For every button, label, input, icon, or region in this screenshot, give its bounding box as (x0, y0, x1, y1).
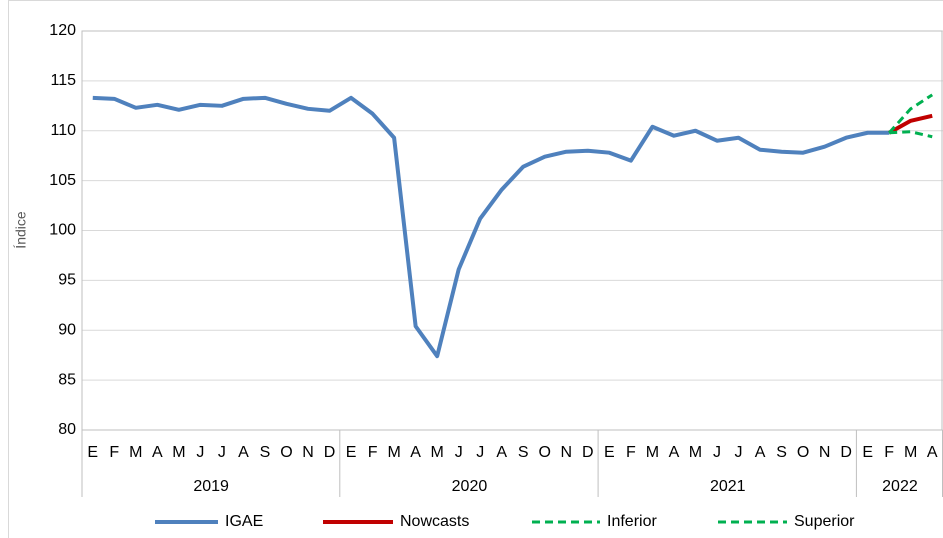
y-tick-label: 80 (58, 421, 76, 438)
x-tick-label: N (561, 444, 573, 461)
x-tick-label: J (476, 444, 484, 461)
x-tick-label: O (797, 444, 809, 461)
x-tick-label: S (260, 444, 271, 461)
x-tick-label: S (776, 444, 787, 461)
plot-border (81, 30, 943, 431)
x-tick-label: D (324, 444, 336, 461)
x-tick-label: A (669, 444, 680, 461)
x-tick-label: A (238, 444, 249, 461)
x-tick-label: J (455, 444, 463, 461)
y-axis-label: Índice (13, 211, 29, 249)
x-tick-label: M (172, 444, 185, 461)
x-tick-label: A (496, 444, 507, 461)
x-tick-label: D (840, 444, 852, 461)
x-tick-label: M (689, 444, 702, 461)
legend-label: Nowcasts (400, 513, 469, 530)
x-tick-label: A (755, 444, 766, 461)
y-tick-label: 85 (58, 371, 76, 388)
x-tick-label: J (735, 444, 743, 461)
group-label: 2022 (882, 478, 918, 495)
x-tick-label: F (626, 444, 636, 461)
x-tick-label: E (604, 444, 615, 461)
legend-label: Inferior (607, 513, 657, 530)
x-tick-label: A (152, 444, 163, 461)
x-tick-label: J (218, 444, 226, 461)
y-tick-label: 105 (49, 172, 76, 189)
x-tick-label: F (109, 444, 119, 461)
x-tick-label: N (302, 444, 314, 461)
x-tick-label: N (819, 444, 831, 461)
x-tick-label: F (368, 444, 378, 461)
y-tick-label: 110 (50, 122, 76, 139)
x-tick-label: J (713, 444, 721, 461)
group-label: 2019 (193, 478, 229, 495)
series-line (888, 113, 933, 135)
x-tick-label: E (346, 444, 357, 461)
x-tick-label: D (582, 444, 594, 461)
x-tick-label: E (862, 444, 873, 461)
series-line (92, 95, 890, 359)
series-line (889, 130, 933, 139)
y-tick-label: 115 (50, 72, 76, 89)
y-tick-label: 120 (49, 22, 76, 39)
x-tick-label: S (518, 444, 529, 461)
chart-frame (8, 0, 943, 538)
x-tick-label: F (884, 444, 894, 461)
y-tick-label: 100 (49, 222, 76, 239)
x-tick-label: A (927, 444, 938, 461)
x-tick-label: A (410, 444, 421, 461)
x-tick-label: O (539, 444, 551, 461)
x-tick-label: M (387, 444, 400, 461)
group-label: 2021 (710, 478, 746, 495)
legend-label: IGAE (225, 513, 263, 530)
y-tick-label: 90 (58, 321, 76, 338)
x-tick-label: M (430, 444, 443, 461)
x-tick-label: M (646, 444, 659, 461)
x-tick-label: E (87, 444, 98, 461)
series-line (888, 93, 934, 134)
x-tick-label: J (196, 444, 204, 461)
x-tick-label: M (904, 444, 917, 461)
x-tick-label: M (129, 444, 142, 461)
x-tick-label: O (280, 444, 292, 461)
group-label: 2020 (452, 478, 488, 495)
legend-label: Superior (794, 513, 855, 530)
y-tick-label: 95 (58, 272, 76, 289)
